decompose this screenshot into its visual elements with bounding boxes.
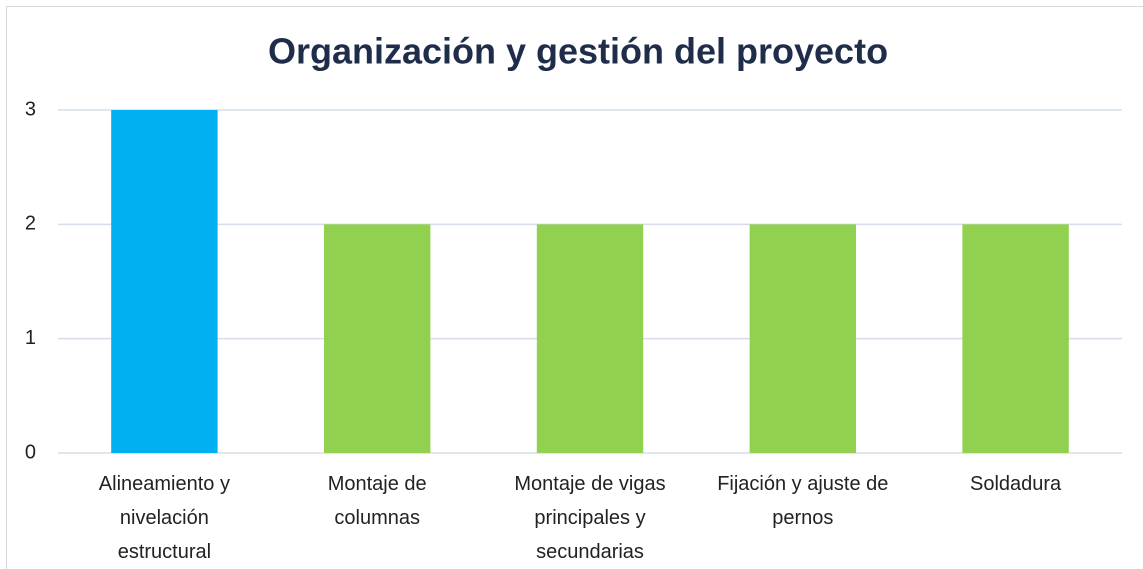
y-tick-label: 0 (25, 441, 36, 463)
bar (536, 224, 644, 453)
x-tick-label: Montaje de vigas principales y secundari… (514, 473, 666, 563)
bar (111, 110, 218, 453)
bar (749, 224, 856, 453)
x-tick-label: Alineamiento y nivelación estructural (98, 473, 230, 563)
chart-title: Organización y gestión del proyecto (268, 31, 888, 72)
bar (962, 224, 1069, 453)
bar (324, 224, 431, 453)
y-tick-label: 2 (25, 213, 36, 235)
x-tick-label: Montaje de columnas (327, 473, 427, 529)
y-tick-label: 1 (25, 327, 36, 349)
x-tick-label: Soldadura (970, 473, 1062, 495)
y-tick-label: 3 (25, 98, 36, 120)
x-tick-label: Fijación y ajuste de pernos (717, 473, 889, 529)
